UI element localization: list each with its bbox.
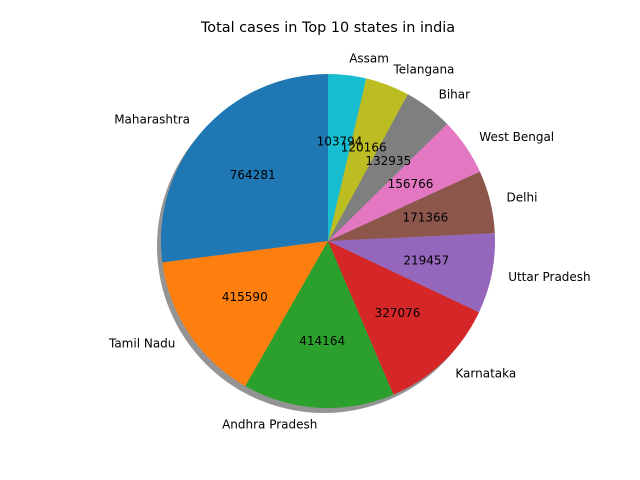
value-label-uttar-pradesh: 219457	[403, 254, 449, 268]
slice-label-telangana: Telangana	[393, 62, 455, 76]
value-label-maharashtra: 764281	[230, 168, 276, 182]
slice-label-maharashtra: Maharashtra	[114, 113, 190, 127]
slice-label-bihar: Bihar	[439, 87, 471, 101]
slice-label-assam: Assam	[349, 52, 389, 66]
slice-label-uttar-pradesh: Uttar Pradesh	[508, 270, 590, 284]
slice-label-tamil-nadu: Tamil Nadu	[108, 336, 175, 350]
pie-slice-assam	[328, 74, 367, 241]
pie-slice-telangana	[328, 78, 408, 242]
pie-slice-karnataka	[328, 241, 480, 395]
pie-slices	[160, 74, 495, 409]
slice-label-karnataka: Karnataka	[455, 366, 516, 380]
pie-slice-delhi	[328, 171, 495, 241]
value-label-west-bengal: 156766	[388, 177, 434, 191]
chart-title: Total cases in Top 10 states in india	[200, 20, 455, 36]
value-label-bihar: 132935	[365, 154, 411, 168]
slice-label-west-bengal: West Bengal	[479, 130, 554, 144]
value-label-tamil-nadu: 415590	[222, 290, 268, 304]
value-label-assam: 103794	[317, 135, 363, 149]
slice-label-delhi: Delhi	[507, 191, 538, 205]
pie-slice-maharashtra	[160, 74, 328, 263]
pie-slice-tamil-nadu	[162, 241, 328, 387]
value-label-karnataka: 327076	[375, 306, 421, 320]
value-label-telangana: 120166	[341, 140, 387, 154]
pie-slice-west-bengal	[328, 123, 480, 241]
pie-labels: Maharashtra 764281 Tamil Nadu 415590 Andhra …	[108, 52, 591, 432]
pie-slice-andhra-pradesh	[245, 241, 394, 409]
pie-slice-bihar	[328, 94, 448, 241]
pie-slice-uttar-pradesh	[328, 233, 495, 313]
slice-label-andhra-pradesh: Andhra Pradesh	[222, 417, 317, 431]
value-label-andhra-pradesh: 414164	[299, 334, 345, 348]
value-label-delhi: 171366	[402, 210, 448, 224]
